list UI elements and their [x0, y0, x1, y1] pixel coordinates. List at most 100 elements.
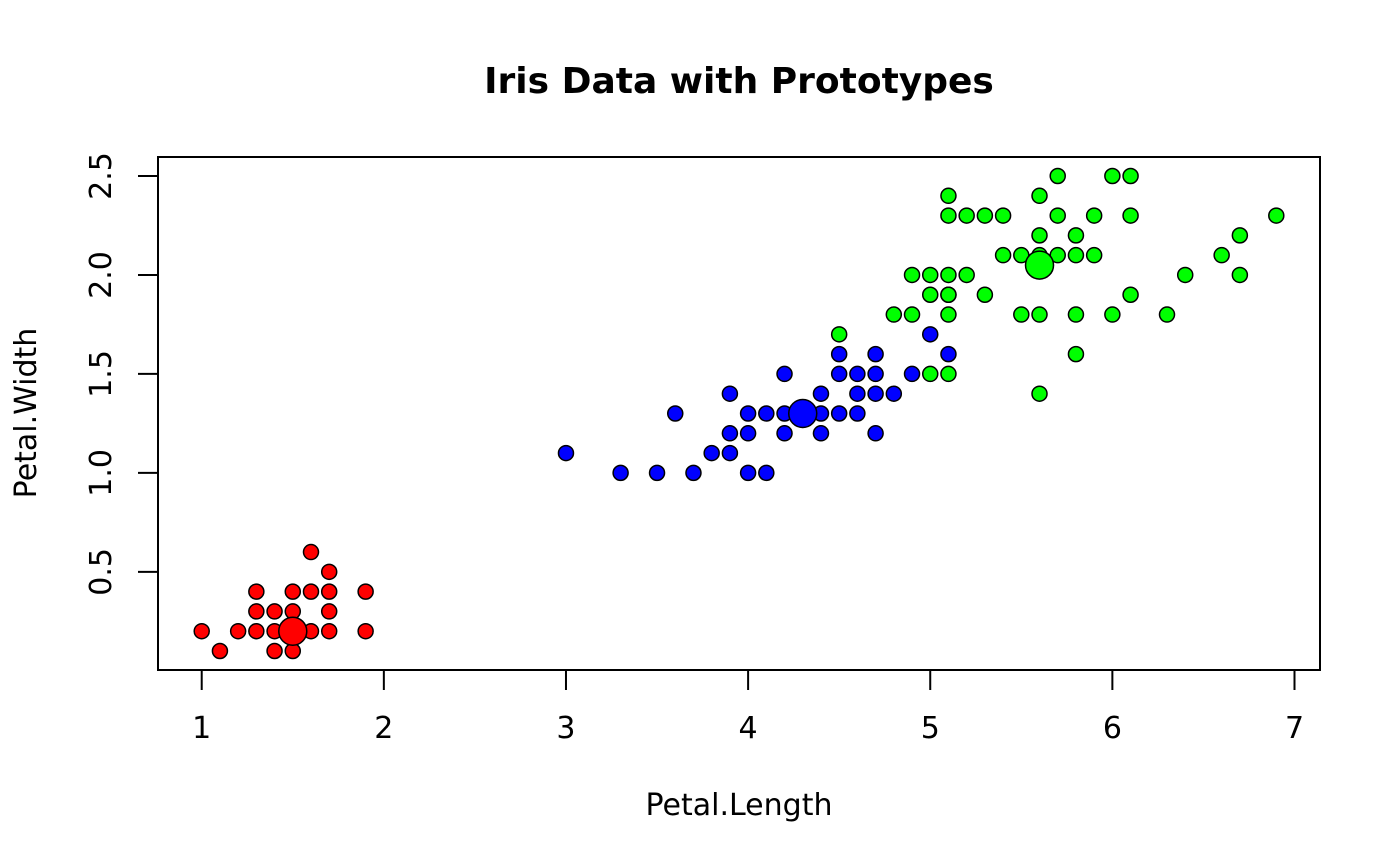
data-point	[1067, 345, 1085, 363]
data-point	[557, 444, 575, 462]
data-point	[1031, 385, 1048, 402]
data-point	[1067, 227, 1085, 244]
y-tick-label: 0.5	[84, 548, 119, 596]
y-tick-label: 2.5	[84, 152, 119, 200]
data-point	[940, 306, 957, 323]
x-axis-label: Petal.Length	[646, 788, 833, 823]
data-point	[903, 365, 921, 383]
data-point	[940, 365, 957, 383]
data-point	[648, 464, 666, 482]
data-point	[1049, 167, 1066, 185]
data-point	[921, 266, 939, 284]
x-axis: 1 2 3 4 5 6 7	[192, 669, 1304, 746]
x-tick-label: 1	[192, 711, 211, 746]
y-tick-label: 1.0	[84, 449, 119, 497]
data-point	[976, 207, 994, 224]
data-point	[830, 345, 848, 363]
data-point	[867, 425, 884, 442]
prototype-point	[278, 616, 308, 646]
data-point	[1122, 167, 1139, 185]
data-point	[248, 603, 265, 620]
data-point	[958, 207, 975, 224]
data-point	[849, 365, 866, 383]
data-point	[758, 464, 775, 482]
data-point	[812, 385, 830, 402]
data-point	[849, 405, 866, 422]
data-point	[721, 385, 739, 402]
data-point	[867, 385, 884, 402]
x-tick-label: 3	[556, 711, 575, 746]
data-point	[903, 306, 921, 323]
data-point	[1031, 227, 1048, 244]
data-point	[976, 286, 994, 303]
data-point	[830, 326, 848, 343]
data-point	[320, 622, 338, 640]
x-tick-label: 4	[739, 711, 758, 746]
data-point	[940, 345, 957, 363]
data-point	[1122, 207, 1139, 224]
y-axis: 0.5 1.0 1.5 2.0 2.5	[84, 152, 159, 596]
data-point	[812, 425, 830, 442]
x-tick-label: 5	[921, 711, 940, 746]
data-point	[994, 246, 1012, 264]
data-point	[302, 543, 320, 561]
data-point	[320, 563, 338, 581]
x-tick-label: 7	[1285, 711, 1304, 746]
data-point	[885, 385, 903, 402]
data-point	[830, 365, 848, 383]
data-point	[849, 385, 866, 402]
data-point	[211, 642, 229, 660]
data-point	[739, 405, 757, 422]
chart-title: Iris Data with Prototypes	[484, 61, 994, 102]
data-point	[1268, 207, 1285, 224]
data-point	[320, 583, 338, 600]
data-point	[940, 286, 957, 303]
prototype-points	[278, 250, 1055, 646]
data-point	[885, 306, 903, 323]
data-point	[1231, 266, 1249, 284]
data-point	[1085, 246, 1103, 264]
data-point	[193, 622, 210, 640]
data-point	[685, 464, 702, 482]
data-point	[1104, 306, 1121, 323]
data-point	[830, 405, 848, 422]
y-tick-label: 2.0	[84, 251, 119, 299]
data-point	[921, 286, 939, 303]
data-point	[1049, 207, 1066, 224]
x-tick-label: 6	[1103, 711, 1122, 746]
prototype-point	[1024, 250, 1055, 280]
data-point	[302, 583, 320, 600]
data-point	[994, 207, 1012, 224]
data-point	[867, 345, 884, 363]
data-point	[940, 266, 957, 284]
data-point	[721, 444, 739, 462]
data-point	[921, 326, 939, 343]
prototype-point	[787, 398, 818, 429]
data-point	[1031, 306, 1048, 323]
data-point	[248, 583, 265, 600]
data-point	[758, 405, 775, 422]
data-point	[1231, 227, 1249, 244]
data-point	[229, 622, 247, 640]
data-point	[921, 365, 939, 383]
data-point	[721, 425, 739, 442]
data-point	[1031, 187, 1048, 205]
data-point	[776, 425, 793, 442]
x-tick-label: 2	[374, 711, 393, 746]
data-point	[739, 425, 757, 442]
data-point	[357, 583, 374, 600]
data-point	[284, 583, 302, 600]
data-point	[667, 405, 684, 422]
data-point	[1176, 266, 1194, 284]
data-point	[776, 365, 793, 383]
data-point	[1104, 167, 1121, 185]
data-point	[1122, 286, 1139, 303]
data-point	[867, 365, 884, 383]
y-tick-label: 1.5	[84, 350, 119, 398]
data-point	[357, 622, 374, 640]
data-point	[1158, 306, 1176, 323]
data-point	[1085, 207, 1103, 224]
data-point	[1067, 246, 1085, 264]
data-point	[320, 603, 338, 620]
